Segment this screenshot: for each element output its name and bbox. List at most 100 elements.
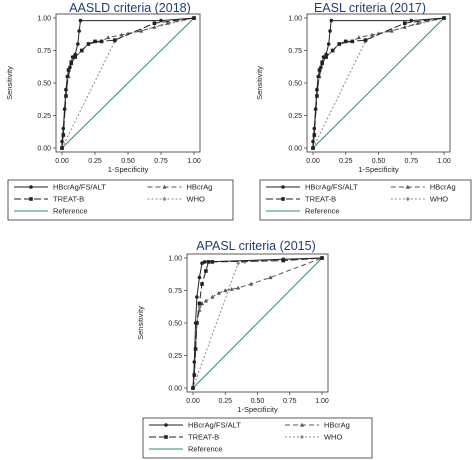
series-line-hbcrag-fs-alt (312, 17, 445, 148)
y-tick-label: 0.00 (168, 386, 182, 393)
legend-label-treat-b: TREAT-B (53, 195, 84, 204)
data-point-hbcrag (216, 290, 221, 295)
data-point-hbcrag (236, 285, 241, 290)
legend-marker-treat-b (164, 435, 168, 439)
data-point-treat-b (93, 39, 97, 44)
x-tick-label: 0.25 (339, 158, 353, 165)
series-line-reference (192, 257, 323, 389)
data-point-hbcrag-fs-alt (76, 42, 80, 46)
data-point-hbcrag-fs-alt (328, 29, 332, 33)
series-line-who (61, 17, 195, 149)
y-axis-label: Sensitivity (136, 306, 145, 340)
data-point-hbcrag-fs-alt (319, 65, 323, 70)
data-point-treat-b (152, 21, 157, 25)
data-point-treat-b (350, 39, 355, 44)
data-point-treat-b (192, 373, 197, 377)
legend-label-hbcrag-fs-alt: HBcrAg/FS/ALT (188, 421, 241, 430)
data-point-hbcrag-fs-alt (313, 107, 318, 111)
data-point-hbcrag (119, 32, 124, 37)
x-tick-label: 0.75 (283, 398, 297, 405)
x-tick-label: 0.75 (404, 158, 418, 165)
y-tick-label: 0.50 (37, 81, 51, 88)
x-axis-label: 1-Specificity (237, 405, 278, 414)
data-point-hbcrag-fs-alt (193, 321, 198, 325)
data-point-hbcrag (229, 287, 234, 291)
series-line-reference (61, 17, 195, 149)
data-point-treat-b (402, 21, 407, 25)
data-point-hbcrag-fs-alt (159, 18, 163, 23)
legend-label-hbcrag: HBcrAg (430, 183, 456, 192)
data-point-hbcrag-fs-alt (64, 87, 68, 92)
x-tick-label: 0.75 (154, 158, 168, 165)
series-line-hbcrag-fs-alt (61, 17, 195, 148)
data-point-hbcrag (203, 298, 208, 303)
data-point-treat-b (193, 347, 198, 351)
data-point-treat-b (337, 42, 341, 46)
data-point-hbcrag-fs-alt (197, 275, 202, 280)
legend-label-hbcrag: HBcrAg (187, 183, 213, 192)
legend-label-who: WHO (430, 195, 448, 204)
legend-label-reference: Reference (305, 207, 340, 216)
chart-title: AASLD criteria (2018) (69, 1, 191, 15)
legend-label-hbcrag-fs-alt: HBcrAg/FS/ALT (305, 183, 358, 192)
data-point-hbcrag-fs-alt (320, 61, 324, 66)
x-tick-label: 1.00 (315, 398, 329, 405)
data-point-treat-b (312, 133, 317, 137)
x-tick-label: 0.00 (186, 398, 200, 405)
data-point-hbcrag-fs-alt (73, 52, 77, 57)
data-point-hbcrag (369, 32, 375, 37)
data-point-hbcrag-fs-alt (60, 146, 64, 150)
chart-panel-1: AASLD criteria (2018) 0.00 0.25 0.50 0.75 1.0… (5, 1, 234, 221)
data-point-treat-b (343, 39, 348, 44)
data-point-hbcrag (197, 307, 202, 312)
legend-label-treat-b: TREAT-B (188, 433, 219, 442)
data-point-treat-b (61, 133, 66, 137)
data-point-hbcrag-fs-alt (329, 18, 334, 23)
data-point-treat-b (200, 282, 204, 286)
chart-title: EASL criteria (2017) (314, 1, 426, 15)
legend-label-who: WHO (324, 433, 342, 442)
data-point-hbcrag-fs-alt (311, 139, 315, 144)
data-point-hbcrag-fs-alt (65, 74, 70, 79)
y-tick-label: 1.00 (168, 256, 182, 263)
data-point-hbcrag-fs-alt (316, 74, 321, 79)
x-axis-label: 1-Specificity (358, 165, 399, 174)
legend-label-reference: Reference (188, 445, 223, 454)
data-point-hbcrag-fs-alt (315, 87, 319, 92)
data-point-hbcrag (210, 294, 215, 299)
legend-label-treat-b: TREAT-B (305, 195, 336, 204)
y-axis-label: Sensitivity (255, 66, 264, 100)
legend-marker-hbcrag (299, 422, 305, 427)
x-tick-label: 0.00 (306, 158, 320, 165)
data-point-hbcrag-fs-alt (321, 55, 326, 59)
x-tick-label: 0.50 (372, 158, 386, 165)
y-tick-label: 0.75 (288, 48, 302, 55)
legend-marker-treat-b (281, 197, 285, 201)
y-tick-label: 0.25 (168, 353, 182, 360)
data-point-hbcrag-fs-alt (320, 256, 324, 260)
y-axis-label: Sensitivity (5, 66, 14, 100)
data-point-treat-b (197, 301, 202, 306)
x-tick-label: 0.50 (121, 158, 135, 165)
data-point-hbcrag-fs-alt (311, 146, 315, 150)
data-point-treat-b (324, 55, 328, 59)
chart-panel-2: EASL criteria (2017) 0.00 0.25 0.50 0.75 1.00… (255, 1, 472, 221)
data-point-hbcrag-fs-alt (326, 42, 331, 46)
y-tick-label: 1.00 (37, 16, 51, 23)
legend-label-reference: Reference (53, 207, 88, 216)
data-point-hbcrag-fs-alt (192, 16, 196, 20)
data-point-treat-b (73, 55, 77, 59)
y-tick-label: 0.50 (168, 321, 182, 328)
legend-label-hbcrag: HBcrAg (324, 421, 350, 430)
x-tick-label: 1.00 (187, 158, 201, 165)
legend-marker-treat-b (29, 197, 33, 201)
chart-title: APASL criteria (2015) (196, 239, 316, 253)
data-point-hbcrag (165, 21, 170, 25)
x-tick-label: 0.25 (88, 158, 102, 165)
data-point-treat-b (363, 38, 368, 42)
data-point-hbcrag (356, 35, 361, 40)
data-point-hbcrag (415, 21, 420, 25)
data-point-hbcrag (139, 28, 144, 33)
data-point-hbcrag-fs-alt (192, 360, 197, 364)
legend-marker-who (299, 434, 304, 440)
